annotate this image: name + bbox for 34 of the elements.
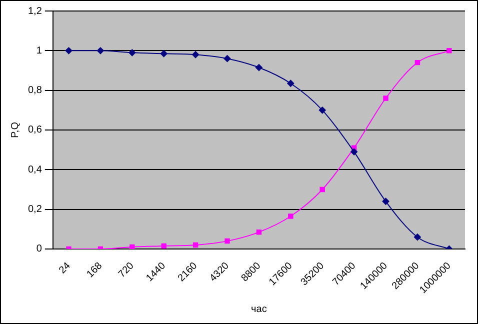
point (161, 243, 166, 249)
point (287, 80, 294, 87)
point (255, 64, 262, 72)
point (446, 48, 452, 54)
x-tick-label: 720 (116, 260, 137, 280)
point (160, 50, 168, 58)
y-tick-label: 0,2 (28, 204, 42, 216)
point (128, 49, 136, 56)
point (320, 186, 325, 192)
y-tick-label: 0,6 (28, 124, 42, 136)
x-tick-label: 168 (84, 260, 105, 280)
y-tick-label: 0 (36, 244, 42, 255)
point (192, 51, 200, 58)
point (350, 148, 358, 156)
point (414, 234, 421, 241)
point (224, 238, 230, 244)
point (383, 96, 388, 101)
x-axis-title: час (251, 304, 267, 315)
point (288, 214, 294, 219)
y-tick-label: 1,2 (28, 6, 42, 17)
y-tick-label: 0,4 (28, 164, 42, 176)
point (382, 198, 390, 205)
y-tick-label: 1 (36, 45, 42, 56)
point (65, 47, 72, 54)
point (192, 242, 198, 248)
point (96, 47, 104, 54)
point (224, 55, 231, 62)
point (414, 60, 420, 66)
x-tick-label: 24 (57, 260, 74, 276)
point (256, 230, 262, 235)
y-tick-label: 0,8 (28, 85, 42, 96)
y-axis-title: P,Q (10, 122, 21, 138)
point (130, 244, 135, 249)
point (318, 106, 326, 114)
